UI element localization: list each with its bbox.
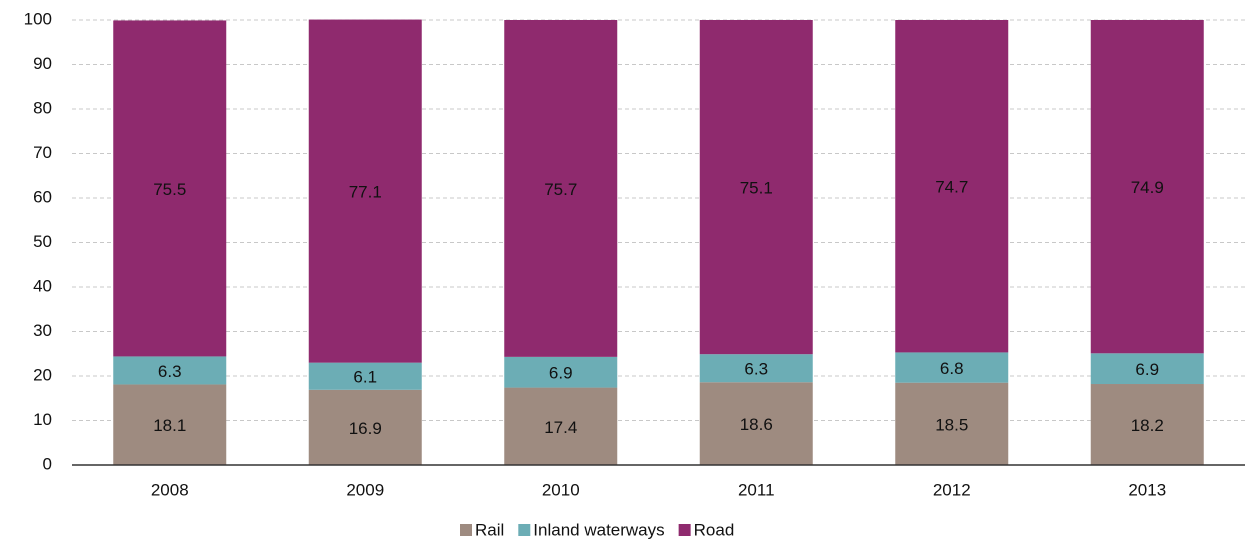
data-label: 75.1 xyxy=(740,179,773,198)
bar-segment xyxy=(504,356,618,388)
legend-swatch xyxy=(460,524,472,536)
bar-segment xyxy=(699,382,813,465)
data-label: 6.1 xyxy=(353,368,377,387)
legend-label: Rail xyxy=(475,520,504,539)
data-label: 74.9 xyxy=(1131,178,1164,197)
y-tick-label: 0 xyxy=(43,454,52,473)
y-tick-label: 50 xyxy=(33,232,52,251)
data-label: 6.8 xyxy=(940,359,964,378)
bar-segment xyxy=(895,20,1009,353)
bar-segment xyxy=(504,20,618,357)
bar-segment xyxy=(1090,384,1204,465)
x-tick-label: 2012 xyxy=(933,480,971,499)
data-label: 17.4 xyxy=(544,418,577,437)
data-label: 75.5 xyxy=(153,180,186,199)
y-tick-label: 90 xyxy=(33,54,52,73)
y-tick-label: 80 xyxy=(33,98,52,117)
y-tick-label: 30 xyxy=(33,321,52,340)
bar-segment xyxy=(895,352,1009,383)
data-label: 18.2 xyxy=(1131,416,1164,435)
bar-segment xyxy=(113,20,227,357)
data-label: 6.3 xyxy=(744,360,768,379)
x-tick-label: 2010 xyxy=(542,480,580,499)
bar-segment xyxy=(113,356,227,385)
x-tick-label: 2011 xyxy=(738,480,775,499)
y-tick-label: 40 xyxy=(33,276,52,295)
legend-swatch xyxy=(678,524,691,536)
legend-label: Road xyxy=(694,520,735,539)
y-tick-label: 70 xyxy=(33,143,52,162)
bar-segment xyxy=(1090,353,1204,385)
bar-segment xyxy=(699,20,813,355)
bar-segment xyxy=(895,382,1009,465)
data-label: 75.7 xyxy=(544,180,577,199)
legend-label: Inland waterways xyxy=(533,520,664,539)
data-label: 74.7 xyxy=(935,178,968,197)
x-tick-label: 2013 xyxy=(1128,480,1166,499)
bar-segment xyxy=(308,389,422,465)
data-label: 6.9 xyxy=(549,364,573,383)
legend-swatch xyxy=(518,524,531,536)
bar-segment xyxy=(699,354,813,383)
y-tick-label: 60 xyxy=(33,187,52,206)
x-tick-label: 2008 xyxy=(151,480,189,499)
data-label: 18.1 xyxy=(153,416,186,435)
y-tick-label: 10 xyxy=(33,410,52,429)
bar-segment xyxy=(1090,20,1204,354)
data-label: 18.5 xyxy=(935,415,968,434)
y-tick-label: 100 xyxy=(24,9,52,28)
bar-segment xyxy=(308,362,422,390)
data-label: 6.9 xyxy=(1135,360,1159,379)
x-tick-label: 2009 xyxy=(346,480,384,499)
bar-segment xyxy=(113,384,227,465)
data-label: 16.9 xyxy=(349,419,382,438)
bar-segment xyxy=(308,19,422,363)
bar-segment xyxy=(504,387,618,465)
data-label: 77.1 xyxy=(349,183,382,202)
data-label: 6.3 xyxy=(158,362,182,381)
y-tick-label: 20 xyxy=(33,365,52,384)
data-label: 18.6 xyxy=(740,415,773,434)
